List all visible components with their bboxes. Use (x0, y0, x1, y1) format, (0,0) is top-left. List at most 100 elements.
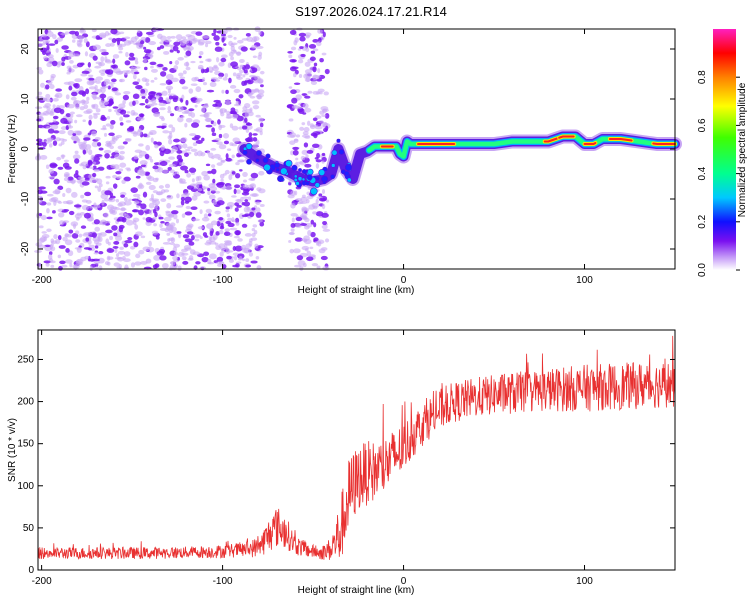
noise-speckle (162, 242, 171, 245)
noise-speckle (238, 59, 245, 64)
noise-speckle (138, 113, 145, 118)
noise-speckle (244, 213, 251, 217)
noise-speckle (38, 186, 46, 190)
noise-speckle (91, 130, 97, 137)
noise-speckle (81, 204, 90, 211)
noise-speckle (244, 64, 251, 70)
noise-speckle (124, 240, 133, 244)
noise-speckle (183, 192, 191, 196)
noise-speckle (215, 106, 221, 110)
spectrogram-y-axis-title: Frequency (Hz) (7, 115, 18, 184)
noise-speckle (124, 60, 131, 66)
noise-speckle (42, 97, 48, 102)
noise-speckle (208, 253, 217, 260)
noise-speckle (61, 45, 69, 50)
noise-speckle (258, 30, 262, 36)
noise-speckle (194, 238, 200, 242)
noise-speckle (300, 223, 308, 226)
noise-speckle (154, 77, 158, 81)
ridge-blob (344, 170, 350, 177)
noise-speckle (122, 99, 126, 105)
noise-speckle (322, 220, 328, 226)
noise-speckle (301, 149, 309, 155)
noise-speckle (88, 119, 92, 126)
noise-speckle (149, 94, 154, 98)
noise-speckle (161, 262, 169, 269)
noise-speckle (63, 81, 71, 85)
spectrogram-y-tick-label: 20 (20, 43, 31, 55)
noise-speckle (47, 79, 53, 86)
noise-speckle (136, 116, 145, 121)
noise-speckle (309, 56, 316, 62)
noise-speckle (71, 39, 76, 43)
noise-speckle (164, 44, 172, 47)
noise-speckle (228, 40, 233, 46)
noise-speckle (218, 124, 226, 128)
noise-speckle (88, 74, 94, 78)
noise-speckle (302, 131, 309, 136)
noise-speckle (123, 243, 129, 248)
noise-speckle (113, 232, 118, 237)
noise-speckle (83, 137, 91, 141)
colorbar-label: Normalized spectral amplitude (737, 82, 748, 217)
noise-speckle (225, 206, 230, 210)
noise-speckle (96, 88, 103, 93)
noise-speckle (307, 230, 312, 236)
noise-speckle (231, 114, 239, 119)
noise-speckle (303, 142, 309, 148)
noise-speckle (199, 209, 203, 215)
noise-speckle (215, 231, 220, 236)
noise-speckle (56, 37, 63, 42)
noise-speckle (257, 79, 264, 84)
noise-speckle (183, 152, 189, 157)
noise-speckle (39, 155, 48, 160)
noise-speckle (201, 256, 209, 263)
noise-speckle (251, 207, 256, 211)
noise-speckle (137, 78, 141, 83)
noise-speckle (98, 251, 104, 255)
noise-speckle (235, 98, 240, 102)
noise-speckle (72, 264, 80, 269)
spectrogram-y-tick-label: 10 (20, 93, 31, 105)
ridge-blob (275, 167, 280, 172)
noise-speckle (298, 74, 303, 79)
noise-speckle (164, 183, 171, 189)
noise-speckle (223, 140, 230, 145)
noise-speckle (78, 233, 83, 238)
noise-speckle (74, 103, 80, 110)
noise-speckle (142, 246, 151, 252)
colorbar-tick-label: 0.8 (697, 70, 708, 84)
noise-speckle (109, 235, 114, 241)
noise-speckle (125, 219, 134, 226)
noise-speckle (104, 190, 112, 196)
noise-speckle (110, 84, 114, 89)
noise-speckle (171, 126, 176, 133)
noise-speckle (48, 175, 56, 179)
noise-speckle (92, 55, 98, 61)
noise-speckle (103, 212, 109, 218)
noise-speckle (187, 257, 194, 261)
noise-speckle (321, 189, 326, 194)
noise-speckle (181, 36, 187, 40)
snr-frame (37, 329, 676, 571)
noise-speckle (220, 248, 225, 251)
noise-speckle (322, 31, 326, 38)
noise-speckle (134, 60, 139, 65)
noise-speckle (289, 29, 297, 35)
noise-speckle (181, 256, 187, 261)
ridge-blob (307, 168, 314, 176)
noise-speckle (312, 117, 318, 122)
noise-speckle (49, 162, 58, 169)
noise-speckle (178, 158, 184, 163)
noise-speckle (295, 216, 303, 222)
noise-speckle (88, 244, 95, 248)
noise-speckle (143, 133, 148, 138)
noise-speckle (186, 231, 194, 235)
ridge-blob (295, 180, 300, 186)
noise-speckle (114, 108, 121, 113)
noise-speckle (120, 207, 126, 212)
noise-speckle (204, 117, 212, 122)
noise-speckle (63, 174, 68, 178)
noise-speckle (213, 29, 217, 34)
